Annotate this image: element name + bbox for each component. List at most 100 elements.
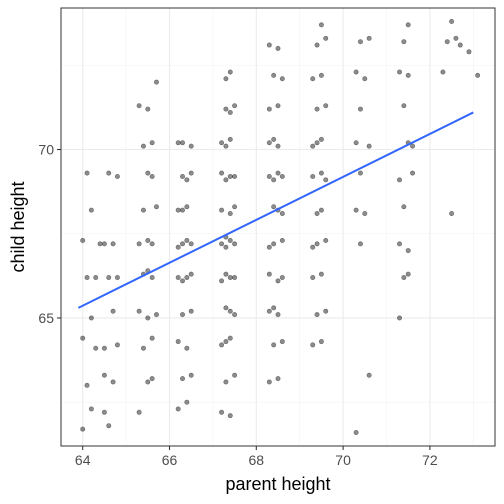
data-point	[366, 143, 372, 149]
data-point	[180, 241, 186, 247]
data-point	[401, 204, 407, 210]
data-point	[271, 177, 277, 183]
data-point	[314, 140, 320, 146]
data-point	[323, 35, 329, 41]
data-point	[310, 76, 316, 82]
data-point	[145, 106, 151, 112]
data-point	[136, 103, 142, 109]
data-point	[410, 143, 416, 149]
data-point	[188, 271, 194, 277]
data-point	[114, 173, 120, 179]
data-point	[362, 76, 368, 82]
data-point	[266, 244, 272, 250]
data-point	[227, 308, 233, 314]
data-point	[180, 173, 186, 179]
data-point	[219, 342, 225, 348]
data-point	[223, 76, 229, 82]
data-point	[219, 140, 225, 146]
data-point	[314, 106, 320, 112]
data-point	[353, 207, 359, 213]
data-point	[232, 103, 238, 109]
data-point	[223, 177, 229, 183]
data-point	[223, 305, 229, 311]
major-gridlines	[61, 8, 495, 446]
plot-panel-border	[60, 7, 496, 447]
data-point	[140, 143, 146, 149]
data-point	[310, 275, 316, 281]
data-point	[444, 39, 450, 45]
data-point	[279, 237, 285, 243]
y-axis-ticks: 65 70	[38, 142, 61, 326]
data-point	[149, 241, 155, 247]
data-point	[101, 409, 107, 415]
data-point	[84, 275, 90, 281]
data-point	[405, 72, 411, 78]
data-point	[184, 345, 190, 351]
x-tick-label: 66	[162, 452, 178, 468]
data-point	[366, 35, 372, 41]
data-point	[323, 103, 329, 109]
data-point	[323, 237, 329, 243]
data-point	[362, 211, 368, 217]
data-point	[318, 207, 324, 213]
data-point	[184, 275, 190, 281]
data-point	[93, 275, 99, 281]
data-point	[188, 143, 194, 149]
data-point	[353, 69, 359, 75]
data-point	[188, 308, 194, 314]
y-axis-title: child height	[8, 181, 28, 272]
data-point	[227, 69, 233, 75]
data-point	[219, 207, 225, 213]
data-point	[180, 376, 186, 382]
data-point	[175, 339, 181, 345]
data-point	[279, 76, 285, 82]
data-point	[145, 170, 151, 176]
data-point	[397, 241, 403, 247]
data-point	[180, 207, 186, 213]
data-point	[110, 379, 116, 385]
data-point	[266, 106, 272, 112]
data-point	[93, 345, 99, 351]
data-point	[401, 275, 407, 281]
data-point	[449, 211, 455, 217]
data-point	[279, 275, 285, 281]
data-point	[232, 204, 238, 210]
data-point	[145, 379, 151, 385]
data-point	[275, 312, 281, 318]
trend-line	[77, 111, 474, 309]
data-point	[401, 39, 407, 45]
data-point	[145, 237, 151, 243]
data-point	[136, 409, 142, 415]
data-point	[318, 22, 324, 28]
data-point	[175, 275, 181, 281]
data-point	[405, 271, 411, 277]
data-point	[357, 241, 363, 247]
data-point	[110, 308, 116, 314]
data-point	[80, 237, 86, 243]
data-point	[227, 211, 233, 217]
data-point	[227, 109, 233, 115]
data-point	[219, 409, 225, 415]
data-point	[457, 42, 463, 48]
data-point	[84, 382, 90, 388]
y-tick-label: 70	[38, 142, 54, 158]
data-point	[279, 173, 285, 179]
data-point	[153, 204, 159, 210]
data-point	[405, 248, 411, 254]
data-point	[449, 18, 455, 24]
data-point	[80, 426, 86, 432]
data-point	[219, 278, 225, 284]
data-point	[114, 275, 120, 281]
data-point	[279, 339, 285, 345]
data-point	[271, 305, 277, 311]
data-point	[353, 430, 359, 436]
data-point	[149, 335, 155, 341]
data-point	[184, 237, 190, 243]
data-point	[227, 335, 233, 341]
data-point	[180, 312, 186, 318]
data-point	[101, 372, 107, 378]
data-point	[223, 106, 229, 112]
data-point	[184, 204, 190, 210]
data-point	[271, 342, 277, 348]
